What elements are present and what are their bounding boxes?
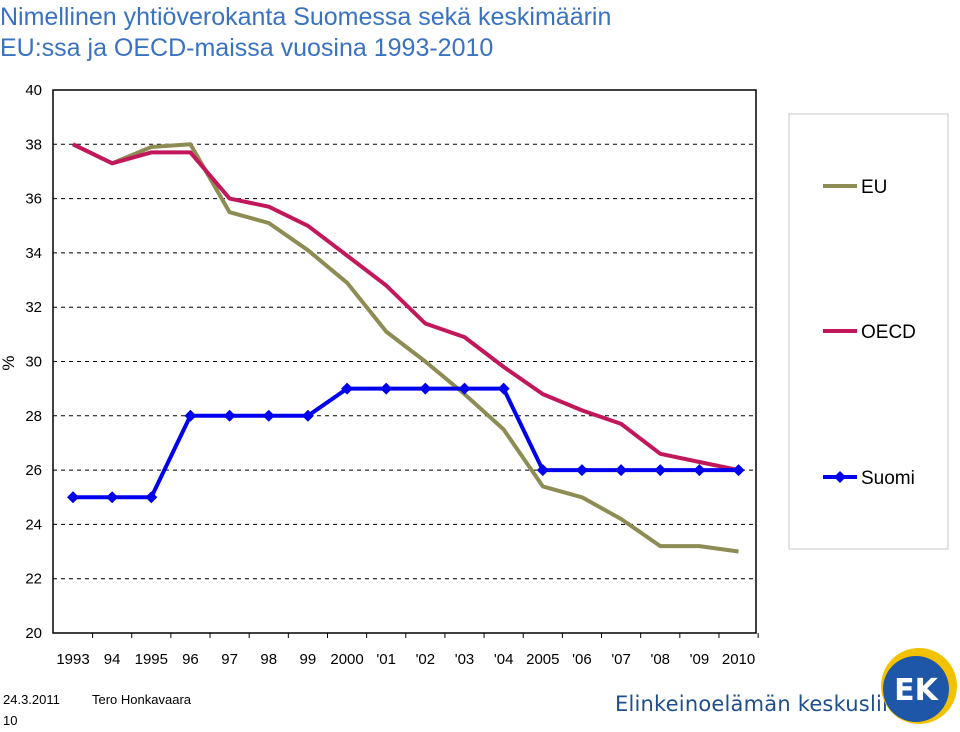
legend-items: EU OECD Suomi — [823, 177, 916, 489]
data-point-suomi — [654, 464, 667, 477]
y-tick-label: 28 — [25, 408, 42, 425]
x-tick-label: 94 — [104, 651, 121, 668]
page-number: 10 — [3, 713, 18, 728]
y-tick-label: 24 — [25, 516, 42, 533]
grid-lines — [53, 143, 756, 580]
series-line-eu — [72, 142, 739, 554]
data-point-suomi — [575, 464, 588, 477]
data-point-suomi — [497, 382, 510, 395]
x-tick-label: 97 — [221, 651, 238, 668]
data-point-suomi — [536, 464, 549, 477]
legend-label-oecd: OECD — [861, 322, 916, 343]
x-tick-label: 2000 — [330, 651, 363, 668]
plot-area-frame — [52, 89, 757, 634]
chart-title-line-2: EU:ssa ja OECD-maissa vuosina 1993-2010 — [0, 34, 494, 62]
chart-title: Nimellinen yhtiöverokanta Suomessa sekä … — [0, 2, 760, 64]
y-tick-label: 34 — [25, 245, 42, 262]
x-tick-label: '08 — [650, 651, 670, 668]
x-tick-label: 2010 — [722, 651, 755, 668]
x-tick-label: '06 — [572, 651, 592, 668]
legend-marker-suomi — [834, 471, 846, 483]
data-point-suomi — [341, 382, 354, 395]
data-point-suomi — [145, 491, 158, 504]
y-tick-label: 26 — [25, 462, 42, 479]
x-tick-label: '02 — [416, 651, 436, 668]
x-tick-label: 1993 — [56, 651, 89, 668]
data-point-suomi — [301, 409, 314, 422]
data-point-suomi — [223, 409, 236, 422]
x-axis-ticks: 1993 94 1995 96 97 98 99 2000 '01 '02 '03 '04 2005 '0… — [56, 633, 759, 668]
x-tick-label: 99 — [300, 651, 317, 668]
y-tick-label: 30 — [25, 354, 42, 371]
data-point-suomi — [380, 382, 393, 395]
x-tick-label: 98 — [260, 651, 277, 668]
logo-text: EK — [894, 673, 939, 708]
logo-disc — [883, 656, 949, 722]
data-point-suomi — [458, 382, 471, 395]
footer-date: 24.3.2011 — [3, 692, 60, 707]
y-axis-label: % — [0, 355, 18, 370]
data-point-suomi — [732, 464, 745, 477]
x-tick-label: '01 — [376, 651, 396, 668]
x-tick-label: '04 — [494, 651, 514, 668]
data-point-suomi — [184, 409, 197, 422]
legend: EU OECD Suomi — [788, 113, 949, 550]
x-tick-label: '07 — [611, 651, 631, 668]
x-tick-label: 1995 — [135, 651, 168, 668]
data-point-suomi — [106, 491, 119, 504]
legend-label-suomi: Suomi — [861, 468, 915, 489]
chart-title-line-1: Nimellinen yhtiöverokanta Suomessa sekä … — [0, 3, 612, 31]
x-tick-label: 2005 — [526, 651, 559, 668]
data-point-suomi — [419, 382, 432, 395]
organization-name: Elinkeinoelämän keskusliitto — [615, 692, 918, 716]
legend-label-eu: EU — [861, 177, 887, 198]
series-lines — [67, 142, 745, 554]
y-tick-label: 22 — [25, 571, 42, 588]
footer-author: Tero Honkavaara — [92, 692, 191, 707]
data-point-suomi — [67, 491, 79, 504]
x-tick-label: 96 — [182, 651, 199, 668]
legend-frame — [788, 113, 949, 550]
organization-logo: EK — [881, 648, 957, 724]
data-point-suomi — [615, 464, 628, 477]
data-point-suomi — [262, 409, 275, 422]
y-tick-label: 38 — [25, 136, 42, 153]
x-tick-label: '09 — [690, 651, 710, 668]
y-tick-label: 20 — [25, 625, 42, 642]
series-line-oecd — [72, 142, 739, 473]
y-tick-label: 36 — [25, 191, 42, 208]
y-tick-label: 40 — [25, 82, 42, 99]
y-tick-label: 32 — [25, 299, 42, 316]
x-tick-label: '03 — [455, 651, 475, 668]
data-point-suomi — [693, 464, 706, 477]
series-line-suomi — [73, 386, 739, 500]
y-axis-ticks: 40 38 36 34 32 30 28 26 24 22 20 — [25, 82, 42, 642]
